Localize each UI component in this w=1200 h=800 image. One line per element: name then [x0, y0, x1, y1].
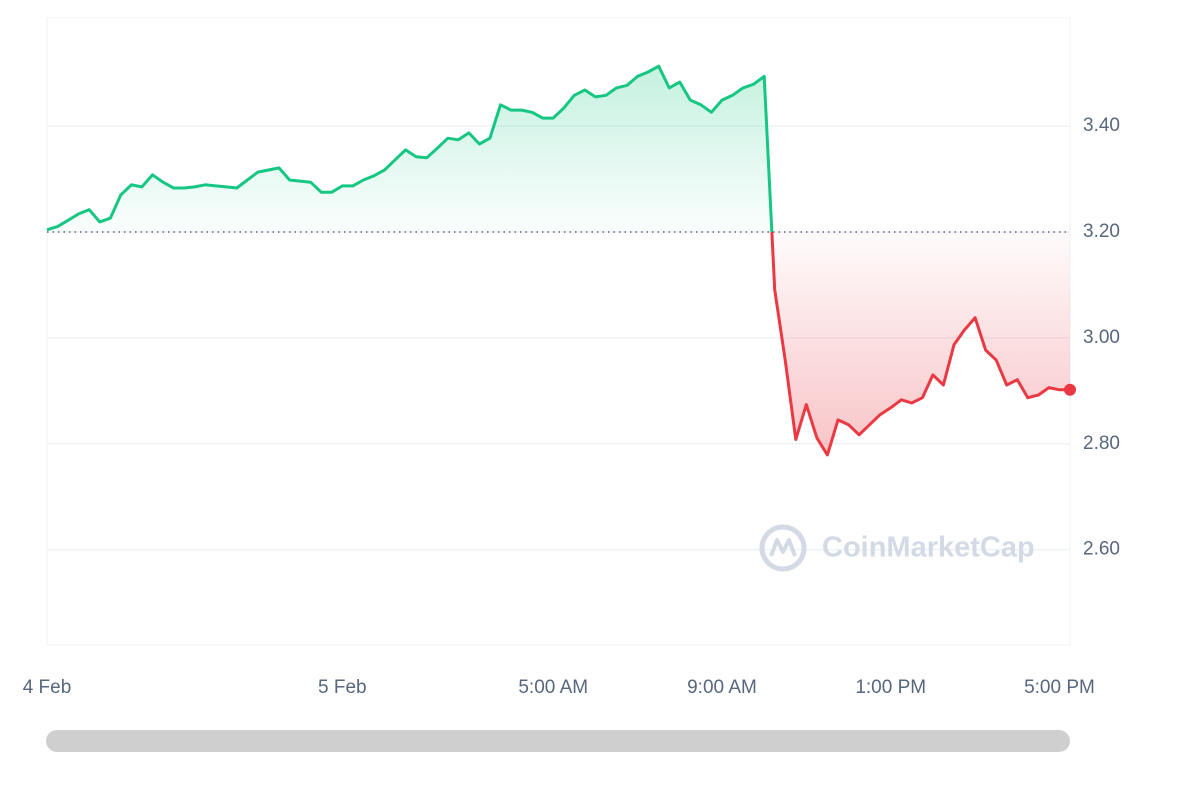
y-tick-label: 3.40	[1083, 115, 1120, 136]
area-fill	[47, 66, 1070, 455]
x-tick-label: 5 Feb	[318, 677, 367, 698]
watermark-logo-mark	[769, 538, 797, 557]
watermark: CoinMarketCap	[759, 524, 1035, 572]
watermark-text: CoinMarketCap	[822, 532, 1035, 564]
watermark-logo	[759, 524, 807, 572]
y-tick-label: 2.80	[1083, 433, 1120, 454]
y-tick-label: 3.00	[1083, 327, 1120, 348]
x-tick-label: 5:00 PM	[1024, 677, 1095, 698]
price-line	[46, 64, 1070, 457]
y-tick-label: 3.20	[1083, 221, 1120, 242]
x-tick-label: 4 Feb	[23, 677, 72, 698]
x-tick-label: 5:00 AM	[518, 677, 588, 698]
last-point	[1064, 383, 1076, 396]
y-tick-label: 2.60	[1083, 539, 1120, 560]
scrollbar[interactable]	[46, 730, 1070, 752]
x-tick-label: 9:00 AM	[687, 677, 757, 698]
x-tick-label: 1:00 PM	[855, 677, 926, 698]
